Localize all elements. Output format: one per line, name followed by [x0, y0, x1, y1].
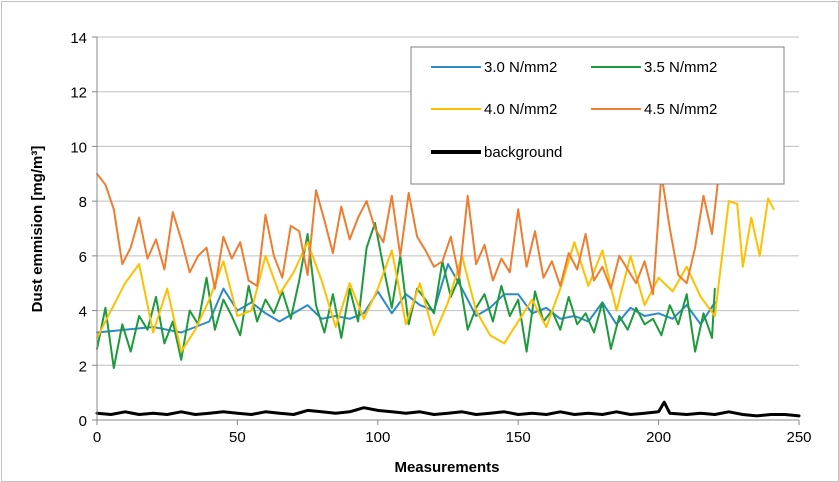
legend-label: 4.0 N/mm2 — [484, 101, 557, 118]
series-line-4 — [95, 400, 801, 418]
x-tick-label: 0 — [93, 429, 101, 446]
y-tick-label: 2 — [79, 358, 87, 375]
x-tick-label: 250 — [786, 429, 811, 446]
y-tick-label: 8 — [79, 194, 87, 211]
legend-label: 3.5 N/mm2 — [644, 59, 717, 76]
legend: 3.0 N/mm2 3.5 N/mm2 4.0 N/mm2 4.5 N/mm2 back… — [410, 46, 785, 185]
legend-label: background — [484, 144, 562, 161]
y-axis-title: Dust emmision [mg/m³] — [29, 146, 46, 313]
y-tick-label: 6 — [79, 249, 87, 266]
y-tick-label: 0 — [79, 413, 87, 430]
y-tick-label: 14 — [70, 30, 87, 47]
legend-box — [410, 46, 785, 185]
legend-label: 3.0 N/mm2 — [484, 59, 557, 76]
series-line-3 — [96, 159, 727, 296]
y-tick-label: 12 — [70, 85, 87, 102]
legend-label: 4.5 N/mm2 — [644, 101, 717, 118]
x-axis-title: Measurements — [394, 459, 499, 476]
series-line-2 — [96, 197, 775, 353]
x-tick-label: 50 — [229, 429, 246, 446]
series-line-1 — [96, 222, 716, 369]
tick-labels: 0 2 4 6 8 10 12 14 0 50 100 150 200 250 — [70, 30, 811, 446]
y-tick-label: 4 — [79, 304, 87, 321]
series-group — [95, 159, 801, 418]
y-tick-label: 10 — [70, 139, 87, 156]
x-tick-label: 100 — [365, 429, 390, 446]
x-tick-label: 150 — [506, 429, 531, 446]
x-tick-label: 200 — [646, 429, 671, 446]
axes — [92, 36, 800, 425]
